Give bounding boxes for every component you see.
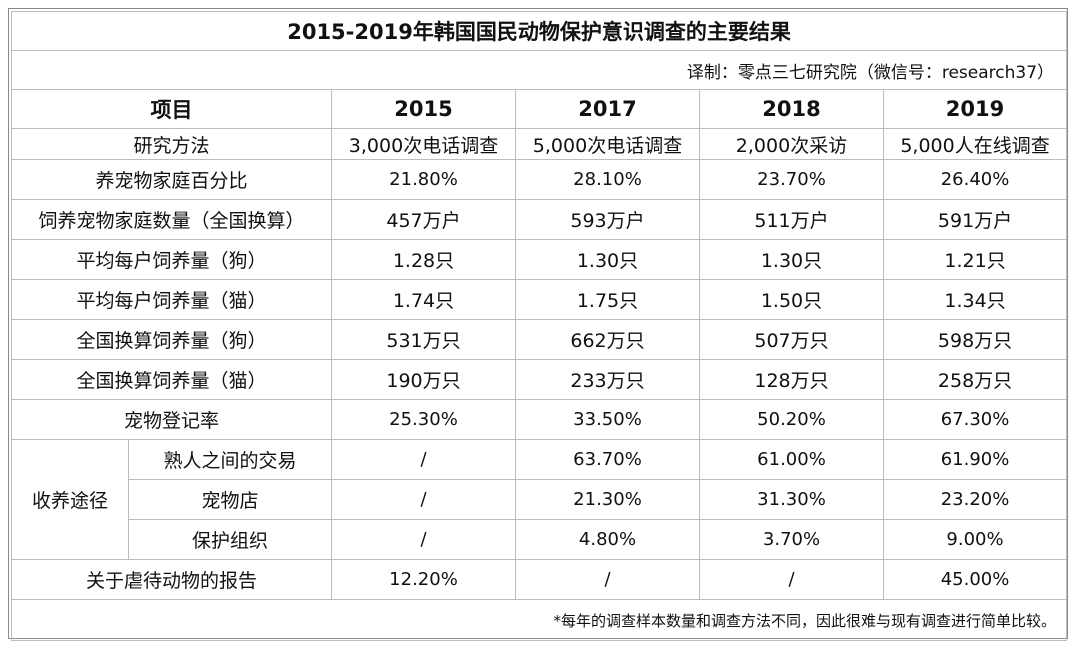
note-row: *每年的调查样本数量和调查方法不同，因此很难与现有调查进行简单比较。 [10, 599, 1068, 641]
cell-value: 45.00% [882, 559, 1068, 600]
header-year: 2018 [699, 89, 884, 129]
cell-value: 25.30% [331, 399, 516, 440]
cell-value: / [699, 559, 884, 600]
cell-value: 1.34只 [882, 279, 1068, 320]
row-label: 平均每户饲养量（狗） [11, 239, 332, 280]
cell-value: 457万户 [331, 199, 516, 240]
cell-value: 233万只 [515, 359, 700, 400]
row-label: 宠物店 [128, 479, 332, 520]
cell-value: 26.40% [882, 159, 1068, 200]
table-row: 全国换算饲养量（狗） 531万只 662万只 507万只 598万只 [11, 319, 1068, 360]
cell-value: 531万只 [331, 319, 516, 360]
cell-value: / [331, 439, 516, 480]
cell-value: 593万户 [515, 199, 700, 240]
cell-value: 1.74只 [331, 279, 516, 320]
cell-value: 3.70% [699, 519, 884, 560]
cell-value: 2,000次采访 [699, 128, 884, 160]
cell-value: 23.70% [699, 159, 884, 200]
cell-value: 5,000次电话调查 [515, 128, 700, 160]
cell-value: / [331, 479, 516, 520]
table-row: 关于虐待动物的报告 12.20% / / 45.00% [11, 559, 1068, 600]
cell-value: 23.20% [882, 479, 1068, 520]
cell-value: / [515, 559, 700, 600]
row-label: 熟人之间的交易 [128, 439, 332, 480]
footnote: *每年的调查样本数量和调查方法不同，因此很难与现有调查进行简单比较。 [10, 599, 1068, 641]
cell-value: 1.21只 [882, 239, 1068, 280]
cell-value: 1.50只 [699, 279, 884, 320]
cell-value: 63.70% [515, 439, 700, 480]
table-row: 宠物登记率 25.30% 33.50% 50.20% 67.30% [11, 399, 1068, 440]
adoption-group-label: 收养途径 [11, 439, 129, 560]
cell-value: 258万只 [882, 359, 1068, 400]
header-item: 项目 [11, 89, 332, 129]
header-row: 项目 2015 2017 2018 2019 [11, 89, 1068, 129]
cell-value: 12.20% [331, 559, 516, 600]
row-label: 宠物登记率 [11, 399, 332, 440]
row-label: 全国换算饲养量（猫） [11, 359, 332, 400]
cell-value: 21.80% [331, 159, 516, 200]
translator-row: 译制：零点三七研究院（微信号：research37） [10, 50, 1068, 90]
cell-value: 67.30% [882, 399, 1068, 440]
cell-value: 1.28只 [331, 239, 516, 280]
table-row: 平均每户饲养量（狗） 1.28只 1.30只 1.30只 1.21只 [11, 239, 1068, 280]
cell-value: 190万只 [331, 359, 516, 400]
cell-value: 9.00% [882, 519, 1068, 560]
header-year: 2017 [515, 89, 700, 129]
cell-value: 128万只 [699, 359, 884, 400]
row-label: 关于虐待动物的报告 [11, 559, 332, 600]
header-year: 2015 [331, 89, 516, 129]
row-label: 养宠物家庭百分比 [11, 159, 332, 200]
table-row: 饲养宠物家庭数量（全国换算） 457万户 593万户 511万户 591万户 [11, 199, 1068, 240]
cell-value: 591万户 [882, 199, 1068, 240]
cell-value: 61.00% [699, 439, 884, 480]
cell-value: 50.20% [699, 399, 884, 440]
table-row-adoption: 保护组织 / 4.80% 3.70% 9.00% [12, 519, 1068, 560]
cell-value: 28.10% [515, 159, 700, 200]
cell-value: 4.80% [515, 519, 700, 560]
row-label: 研究方法 [11, 128, 332, 160]
cell-value: 3,000次电话调查 [331, 128, 516, 160]
survey-results-table: 2015-2019年韩国国民动物保护意识调查的主要结果 译制：零点三七研究院（微… [10, 11, 1068, 641]
row-label: 平均每户饲养量（猫） [11, 279, 332, 320]
table-row-adoption: 收养途径 熟人之间的交易 / 63.70% 61.00% 61.90% [11, 439, 1068, 560]
header-year: 2019 [882, 89, 1068, 129]
table-row-adoption: 宠物店 / 21.30% 31.30% 23.20% [12, 479, 1068, 520]
row-label: 全国换算饲养量（狗） [11, 319, 332, 360]
title-row: 2015-2019年韩国国民动物保护意识调查的主要结果 [10, 11, 1068, 51]
cell-value: 662万只 [515, 319, 700, 360]
row-label: 保护组织 [128, 519, 332, 560]
cell-value: 1.75只 [515, 279, 700, 320]
cell-value: 21.30% [515, 479, 700, 520]
table-title: 2015-2019年韩国国民动物保护意识调查的主要结果 [10, 11, 1068, 51]
table-row: 全国换算饲养量（猫） 190万只 233万只 128万只 258万只 [11, 359, 1068, 400]
cell-value: 61.90% [882, 439, 1068, 480]
table-row: 养宠物家庭百分比 21.80% 28.10% 23.70% 26.40% [11, 159, 1068, 200]
cell-value: 31.30% [699, 479, 884, 520]
cell-value: 1.30只 [699, 239, 884, 280]
translator-credit: 译制：零点三七研究院（微信号：research37） [10, 50, 1068, 90]
cell-value: / [331, 519, 516, 560]
cell-value: 598万只 [882, 319, 1068, 360]
table-row: 平均每户饲养量（猫） 1.74只 1.75只 1.50只 1.34只 [11, 279, 1068, 320]
table-row-method: 研究方法 3,000次电话调查 5,000次电话调查 2,000次采访 5,00… [11, 128, 1068, 160]
cell-value: 5,000人在线调查 [882, 128, 1068, 160]
cell-value: 33.50% [515, 399, 700, 440]
row-label: 饲养宠物家庭数量（全国换算） [11, 199, 332, 240]
cell-value: 1.30只 [515, 239, 700, 280]
cell-value: 511万户 [699, 199, 884, 240]
cell-value: 507万只 [699, 319, 884, 360]
